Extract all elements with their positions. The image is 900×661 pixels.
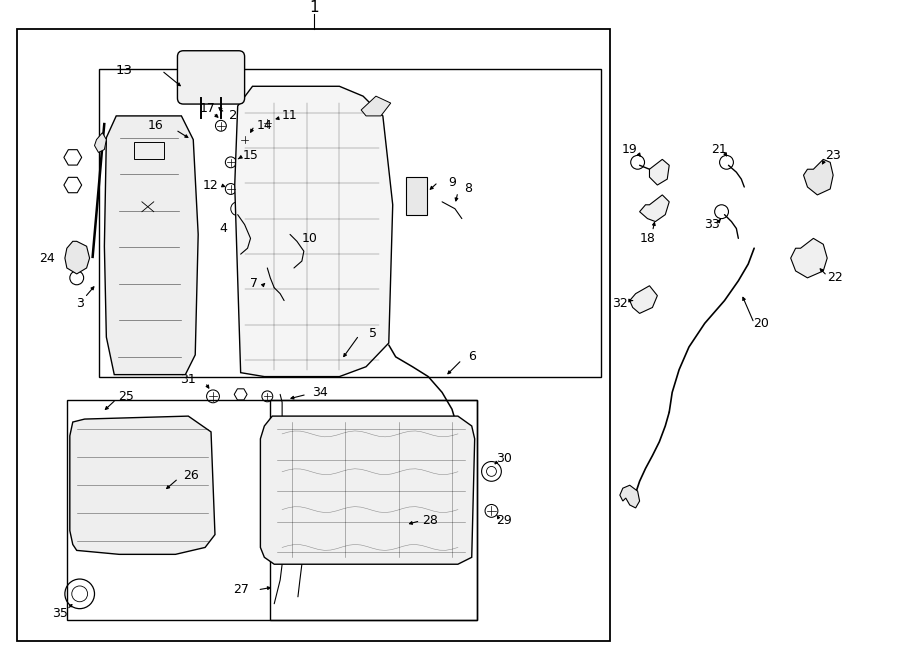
Polygon shape [804,159,833,195]
Bar [134,141,164,159]
Text: 26: 26 [184,469,199,482]
Text: 11: 11 [283,110,298,122]
Polygon shape [65,241,90,274]
Text: 16: 16 [148,119,164,132]
Text: 20: 20 [753,317,769,330]
Text: 15: 15 [243,149,258,162]
Bar [406,177,428,215]
Polygon shape [650,159,670,185]
Text: 27: 27 [233,584,248,596]
Text: 6: 6 [468,350,476,364]
Polygon shape [70,416,215,555]
Text: 13: 13 [115,64,132,77]
Text: 17: 17 [200,102,216,114]
Text: 12: 12 [203,178,219,192]
Text: 21: 21 [711,143,726,156]
Polygon shape [630,286,657,313]
Text: 7: 7 [250,277,258,290]
Text: 19: 19 [622,143,637,156]
Text: 22: 22 [827,272,843,284]
Polygon shape [791,239,827,278]
Text: 14: 14 [256,119,272,132]
Text: 5: 5 [369,327,377,340]
Bar [270,401,477,619]
Text: 32: 32 [612,297,627,310]
FancyBboxPatch shape [177,51,245,104]
Text: 24: 24 [40,252,55,264]
Text: 34: 34 [311,386,328,399]
Text: 29: 29 [497,514,512,527]
Circle shape [436,491,444,499]
Text: 8: 8 [464,182,472,196]
Text: 33: 33 [704,218,720,231]
Polygon shape [260,416,474,564]
Polygon shape [234,389,248,400]
Polygon shape [94,133,106,153]
Bar [67,401,477,619]
Text: 9: 9 [448,176,456,188]
Polygon shape [104,116,198,375]
Polygon shape [361,96,391,116]
Polygon shape [235,87,392,377]
Text: 31: 31 [180,373,196,386]
Text: 4: 4 [219,222,227,235]
Text: 28: 28 [422,514,438,527]
Polygon shape [64,177,82,193]
Text: 3: 3 [76,297,84,310]
Polygon shape [64,149,82,165]
Text: 23: 23 [825,149,841,162]
Polygon shape [620,485,640,508]
Text: 35: 35 [52,607,68,620]
Text: 25: 25 [118,390,134,403]
Bar [99,69,601,377]
Text: 10: 10 [302,232,318,245]
Polygon shape [640,195,670,221]
Bar [17,29,610,641]
Text: 18: 18 [640,232,655,245]
Text: 30: 30 [497,452,512,465]
Text: 2: 2 [229,110,237,122]
Text: 1: 1 [309,0,319,15]
